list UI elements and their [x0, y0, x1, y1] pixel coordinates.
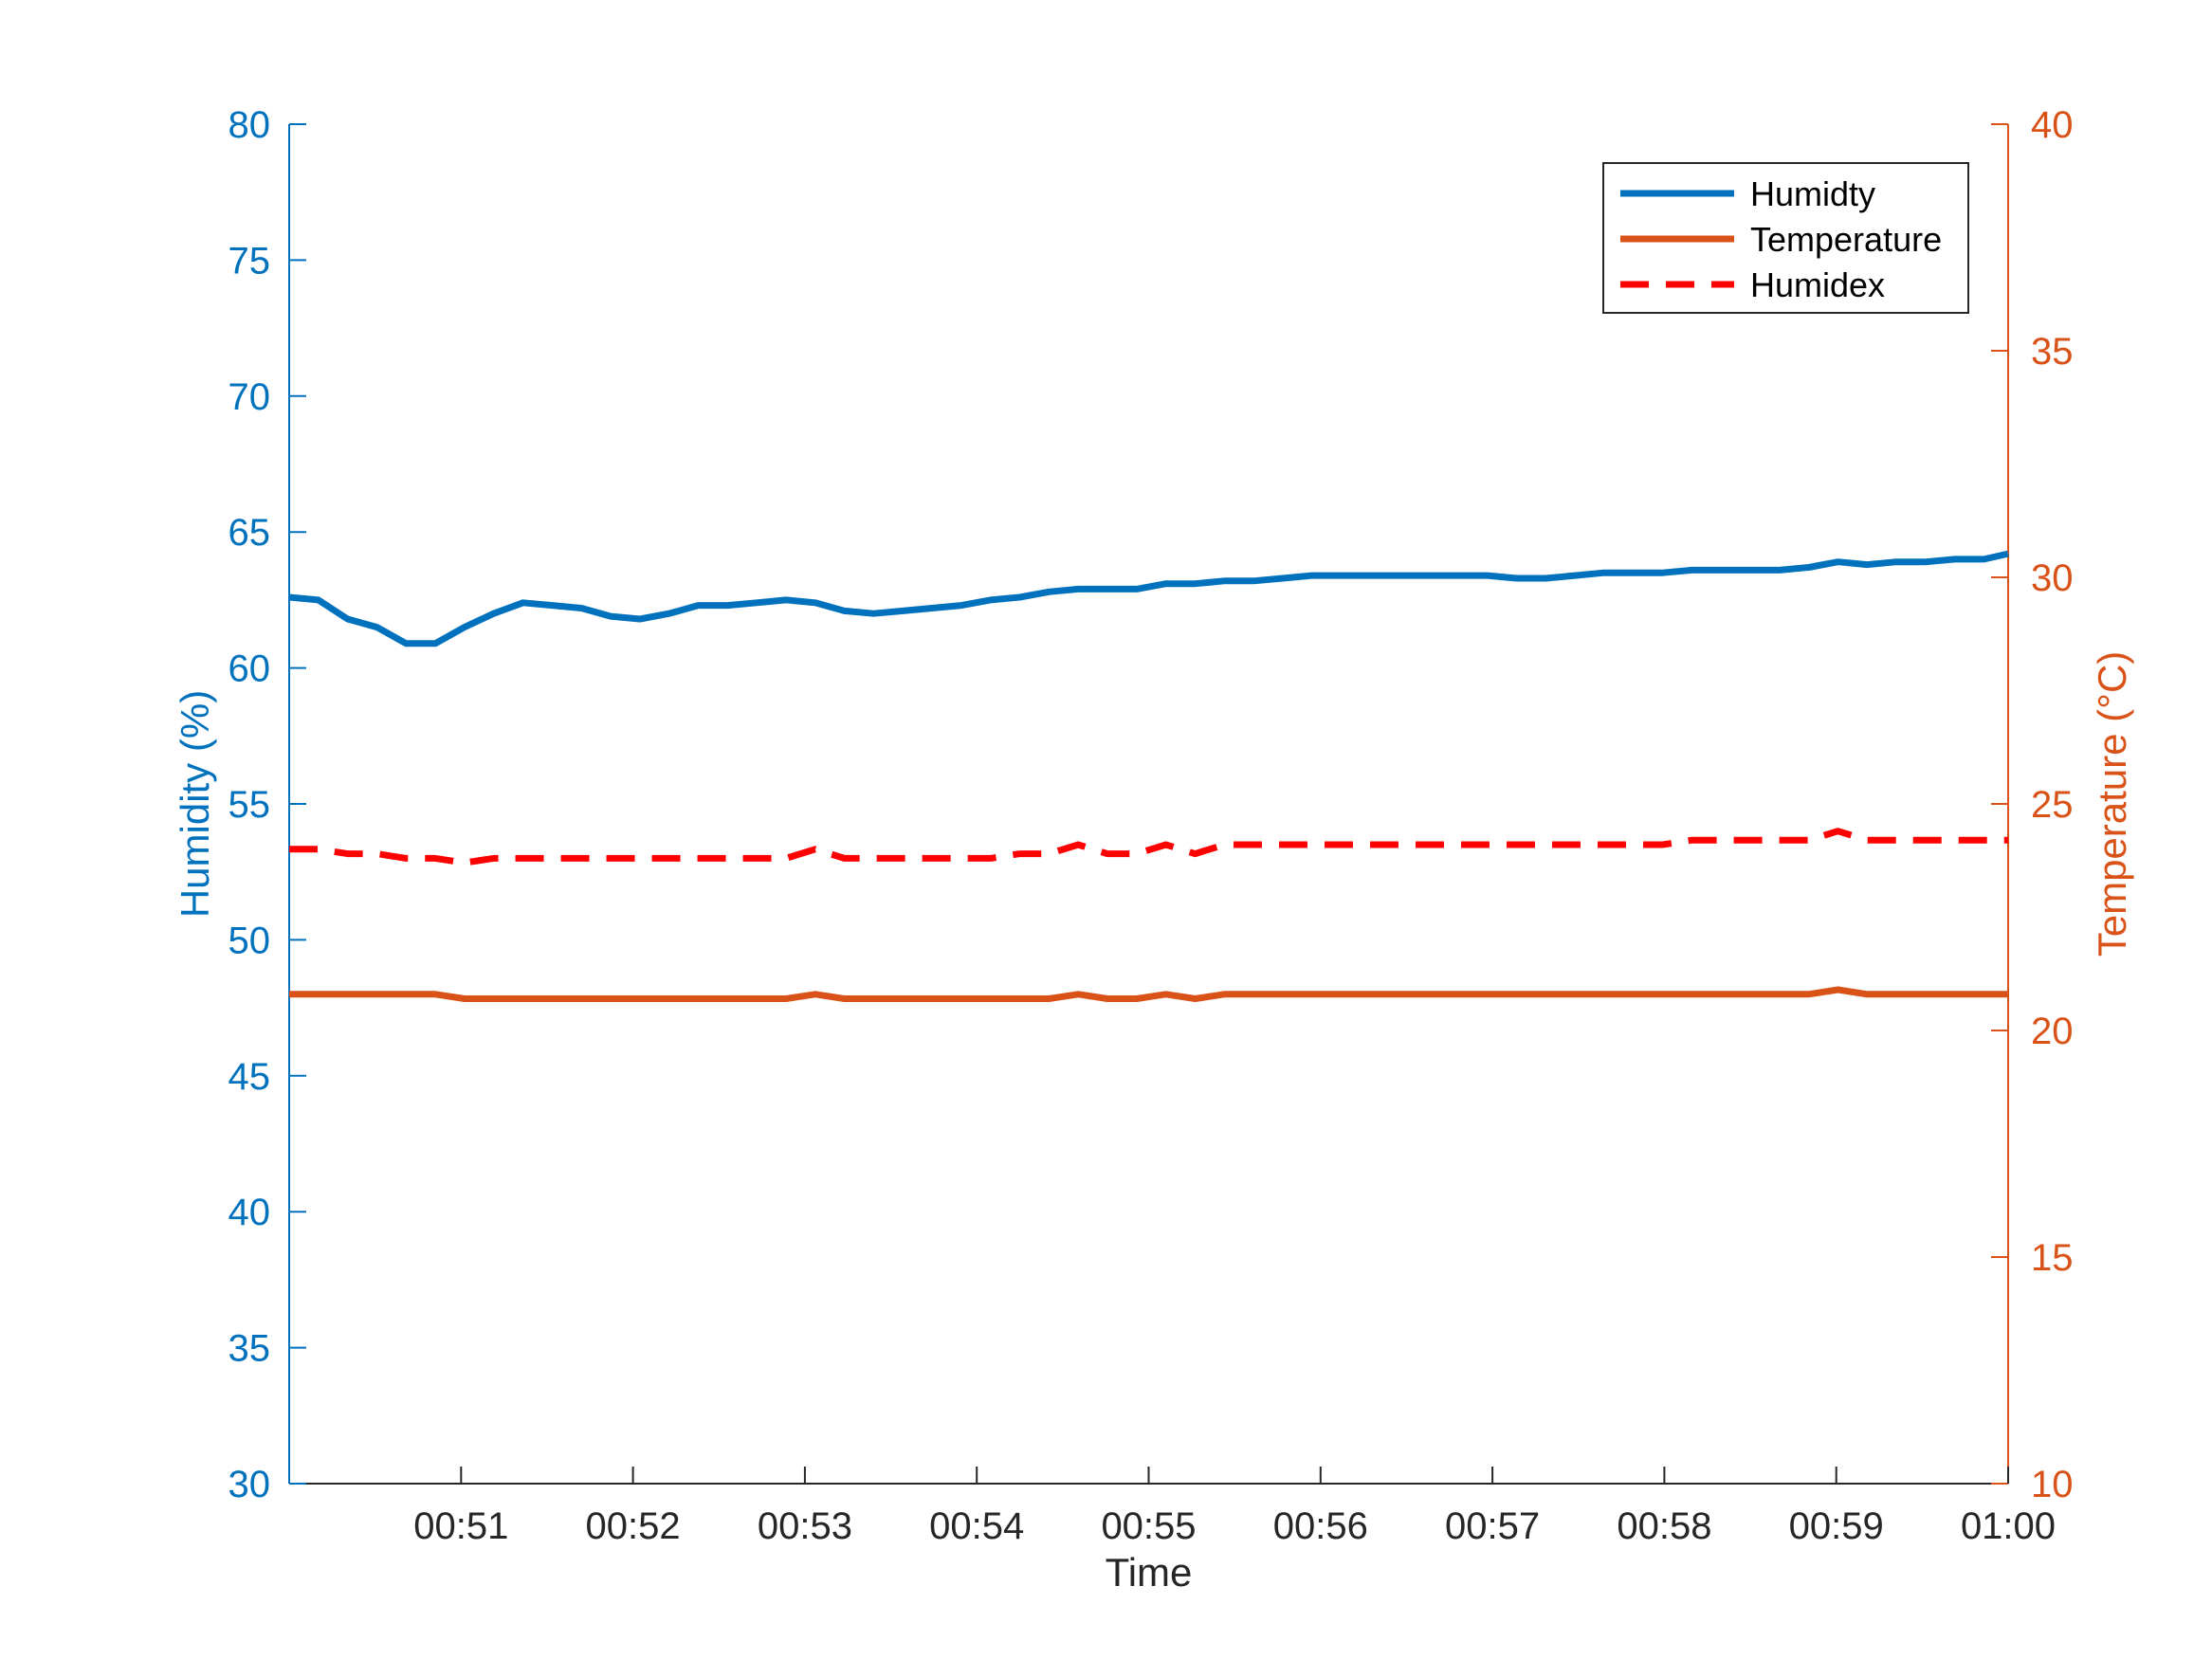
left-y-tick-label: 80 [229, 104, 271, 146]
x-tick-label: 00:51 [413, 1505, 508, 1547]
left-y-axis-label: Humidity (%) [173, 690, 217, 918]
x-axis-label: Time [1106, 1550, 1193, 1595]
x-tick-label: 01:00 [1961, 1505, 2056, 1547]
left-y-tick-label: 30 [229, 1464, 271, 1505]
left-y-tick-label: 60 [229, 648, 271, 690]
left-y-tick-label: 40 [229, 1192, 271, 1233]
x-tick-label: 00:54 [929, 1505, 1024, 1547]
right-y-tick-label: 35 [2031, 331, 2074, 373]
left-y-tick-label: 35 [229, 1328, 271, 1370]
left-y-tick-label: 45 [229, 1056, 271, 1098]
right-y-tick-label: 15 [2031, 1237, 2074, 1279]
right-y-tick-label: 25 [2031, 784, 2074, 826]
left-y-tick-label: 75 [229, 240, 271, 282]
axes-group: 30 35 40 45 50 55 60 65 70 75 80 10 15 20 25 30 35 40 00:5… [173, 104, 2134, 1595]
x-tick-label: 00:52 [586, 1505, 681, 1547]
legend-label: Humidty [1750, 174, 1875, 213]
x-tick-label: 00:59 [1789, 1505, 1884, 1547]
x-tick-label: 00:56 [1273, 1505, 1368, 1547]
right-y-tick-label: 20 [2031, 1011, 2074, 1052]
right-y-tick-label: 40 [2031, 104, 2074, 146]
x-tick-label: 00:58 [1617, 1505, 1711, 1547]
x-tick-label: 00:55 [1101, 1505, 1196, 1547]
legend-label: Temperature [1750, 220, 1942, 259]
left-y-tick-label: 55 [229, 784, 271, 826]
right-y-axis-label: Temperature (°C) [2090, 651, 2134, 957]
left-y-tick-label: 50 [229, 920, 271, 961]
series-line-humidty [288, 550, 2009, 647]
left-y-tick-label: 65 [229, 512, 271, 554]
x-tick-label: 00:57 [1445, 1505, 1540, 1547]
series-line-temperature [289, 986, 2008, 1002]
right-y-tick-label: 30 [2031, 557, 2074, 599]
legend-label: Humidex [1750, 265, 1885, 304]
right-y-tick-label: 10 [2031, 1464, 2074, 1505]
legend: Humidty Temperature Humidex [1602, 162, 1969, 314]
series-line-humidex [289, 828, 2008, 866]
series-group [288, 550, 2009, 1002]
x-tick-label: 00:53 [758, 1505, 852, 1547]
left-y-tick-label: 70 [229, 376, 271, 418]
